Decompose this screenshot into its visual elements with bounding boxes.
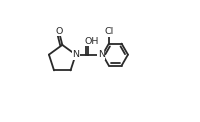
Text: N: N (97, 50, 104, 59)
Text: OH: OH (84, 37, 98, 46)
Text: N: N (72, 50, 79, 59)
Text: O: O (55, 27, 62, 36)
Text: Cl: Cl (104, 27, 113, 36)
